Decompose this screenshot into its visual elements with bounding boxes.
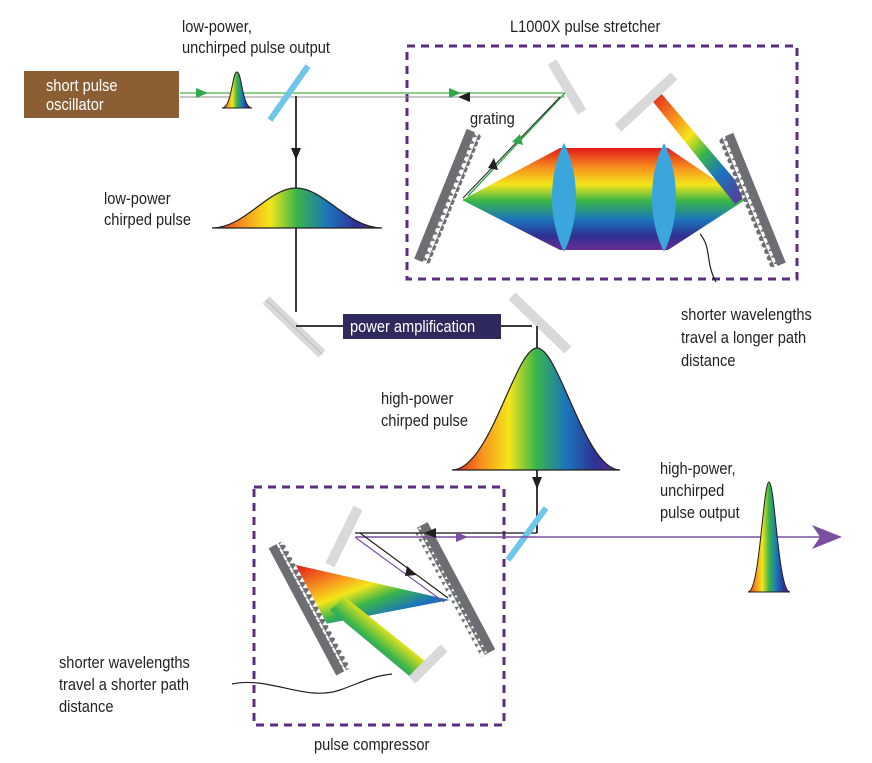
mirror-right: [508, 292, 572, 354]
stretcher-diagonal-beam: [650, 92, 748, 204]
low-power-chirped-pulse: [211, 187, 383, 229]
compressor-title: pulse compressor: [314, 735, 430, 754]
beam-arrow-icon: [488, 158, 498, 170]
shorter-path-pointer: [231, 673, 393, 694]
longer-path-label: shorter wavelengths travel a longer path…: [681, 305, 812, 370]
high-power-output-label: high-power, unchirped pulse output: [660, 459, 740, 522]
compressor-grating-right: [413, 522, 496, 657]
power-amplification-label: power amplification: [350, 317, 476, 336]
high-power-chirped-label: high-power chirped pulse: [381, 389, 468, 430]
beamsplitter-top: [267, 64, 311, 122]
stretcher-grating-right: [718, 132, 786, 269]
compressor-box: [252, 485, 506, 727]
compressor-diagonal-beam: [330, 597, 430, 680]
compressor-black-diag: [359, 532, 449, 599]
stretcher-box: [405, 44, 799, 281]
beam-arrow-icon: [449, 88, 461, 98]
high-power-unchirped-pulse: [747, 481, 791, 593]
lens-2: [652, 143, 676, 252]
mirror-left-edge: [265, 299, 323, 355]
stretcher-mirror-top: [547, 59, 587, 115]
compressor-mirror-bottom: [408, 644, 448, 684]
beam-arrow-icon: [458, 92, 470, 102]
stretcher-return-beam: [462, 96, 561, 199]
high-power-chirped-pulse: [451, 347, 621, 471]
stretcher-mirror-right: [614, 72, 678, 132]
oscillator-label: short pulse oscillator: [46, 76, 118, 114]
stretcher-grating-left: [414, 128, 482, 265]
output-arrow-icon: [812, 525, 842, 549]
oscillator-box: [24, 71, 179, 118]
stretcher-spectrum: [462, 148, 745, 250]
shorter-path-label: shorter wavelengths travel a shorter pat…: [59, 653, 190, 716]
longer-path-pointer: [699, 233, 717, 283]
lens-1: [552, 143, 576, 252]
compressor-mirror-top: [325, 505, 363, 568]
beam-arrow-icon: [456, 532, 468, 542]
compressor-grating-left: [268, 540, 351, 676]
beam-arrow-icon: [291, 148, 301, 160]
grating-label: grating: [470, 109, 515, 128]
beam-arrow-icon: [532, 477, 542, 489]
compressor-purple-diag: [355, 537, 445, 603]
beam-arrow-icon: [405, 566, 417, 576]
low-power-chirped-label: low-power chirped pulse: [104, 189, 191, 229]
unchirped-output-label: low-power, unchirped pulse output: [182, 17, 330, 57]
unchirped-pulse-small: [221, 71, 253, 109]
beam-arrow-icon: [512, 134, 523, 145]
stretcher-title: L1000X pulse stretcher: [510, 17, 661, 36]
stretcher-green-beam: [467, 92, 566, 197]
beam-arrow-icon: [424, 528, 436, 538]
amplifier-box: [343, 314, 501, 339]
beam-arrow-icon: [196, 88, 208, 98]
beamsplitter-bottom: [505, 506, 549, 562]
